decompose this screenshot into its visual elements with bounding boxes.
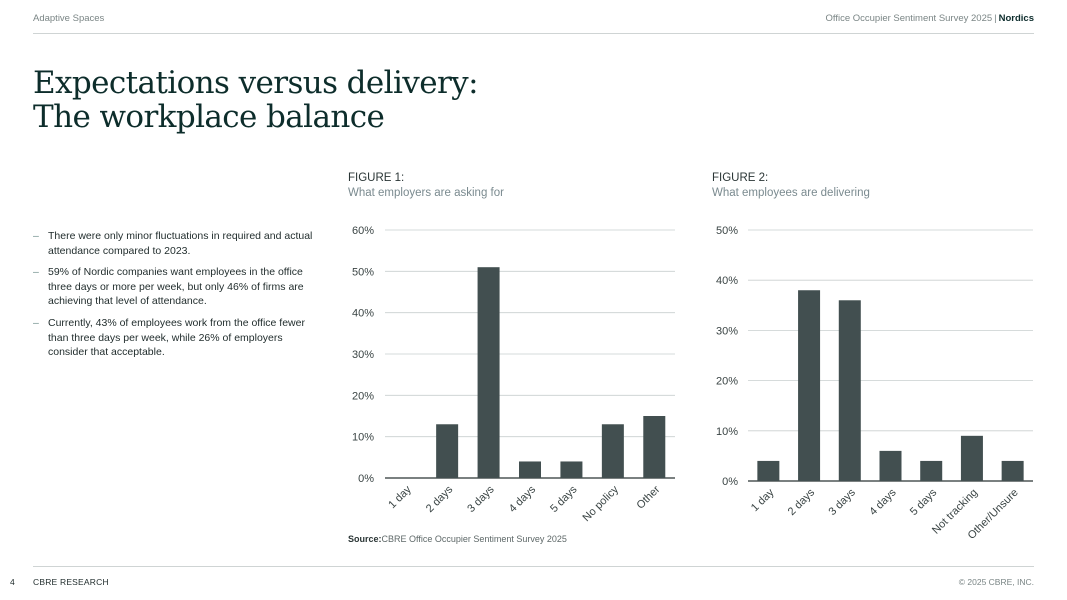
bar xyxy=(920,460,943,481)
y-tick-label: 20% xyxy=(352,390,374,402)
bullet-dash: – xyxy=(33,266,39,279)
footer-copyright: © 2025 CBRE, INC. xyxy=(958,577,1034,587)
header-divider xyxy=(33,33,1034,34)
y-tick-label: 50% xyxy=(352,266,374,278)
figure-2-subtitle: What employees are delivering xyxy=(712,187,870,199)
bar xyxy=(560,461,583,478)
bar xyxy=(643,416,666,478)
list-item: – Currently, 43% of employees work from t… xyxy=(33,316,323,360)
list-item-text: There were only minor fluctuations in re… xyxy=(48,230,313,257)
footer-divider xyxy=(33,566,1034,567)
bar xyxy=(436,424,459,478)
figure-2-label: FIGURE 2: xyxy=(712,172,769,184)
bullet-dash: – xyxy=(33,230,39,242)
bar xyxy=(798,290,821,481)
header-separator: | xyxy=(994,13,997,24)
page-number: 4 xyxy=(10,577,15,587)
y-tick-label: 10% xyxy=(716,426,738,438)
bullet-dash: – xyxy=(33,316,39,329)
x-tick-label: 2 days xyxy=(786,486,818,518)
y-tick-label: 20% xyxy=(716,376,738,388)
bar xyxy=(601,424,624,478)
x-tick-label: 4 days xyxy=(867,486,899,518)
y-tick-label: 50% xyxy=(716,225,738,237)
list-item: –59% of Nordic companies want employees … xyxy=(33,265,323,309)
list-item: – There were only minor fluctuations in r… xyxy=(33,229,323,258)
page-title-line-2: The workplace balance xyxy=(33,99,385,135)
y-tick-label: 30% xyxy=(352,349,374,361)
y-tick-label: 0% xyxy=(358,473,374,485)
page-title: Expectations versus delivery: The workpl… xyxy=(33,65,479,135)
bar xyxy=(879,450,902,481)
source-note: Source:CBRE Office Occupier Sentiment Su… xyxy=(348,534,567,544)
header-report-title: Office Occupier Sentiment Survey 2025 | No… xyxy=(825,13,1034,24)
y-tick-label: 60% xyxy=(352,225,374,237)
source-label: Source: xyxy=(348,534,382,544)
figure-1-label: FIGURE 1: xyxy=(348,172,405,184)
bar xyxy=(838,300,861,481)
footer-publisher: CBRE RESEARCH xyxy=(33,577,109,587)
bar xyxy=(757,460,780,481)
y-tick-label: 0% xyxy=(722,476,738,488)
key-findings-list: – There were only minor fluctuations in r… xyxy=(33,229,323,367)
list-item-text: Currently, 43% of employees work from th… xyxy=(48,316,305,359)
y-tick-label: 40% xyxy=(352,308,374,320)
y-tick-label: 10% xyxy=(352,432,374,444)
header-section-label: Adaptive Spaces xyxy=(33,13,105,24)
y-tick-label: 40% xyxy=(716,275,738,287)
figure-1-subtitle: What employers are asking for xyxy=(348,187,504,199)
y-tick-label: 30% xyxy=(716,325,738,337)
x-tick-label: 5 days xyxy=(908,486,940,518)
bar xyxy=(519,461,541,478)
page-title-line-1: Expectations versus delivery: xyxy=(33,65,479,101)
list-item-text: 59% of Nordic companies want employees i… xyxy=(48,266,304,308)
x-tick-label: 3 days xyxy=(826,486,858,518)
bar xyxy=(1001,460,1024,481)
source-text: CBRE Office Occupier Sentiment Survey 20… xyxy=(381,534,567,544)
header-survey-name: Office Occupier Sentiment Survey 2025 xyxy=(825,13,993,24)
bar xyxy=(960,435,983,481)
bar xyxy=(477,267,500,478)
x-tick-label: 1 day xyxy=(749,486,777,514)
header-region: Nordics xyxy=(998,13,1034,24)
